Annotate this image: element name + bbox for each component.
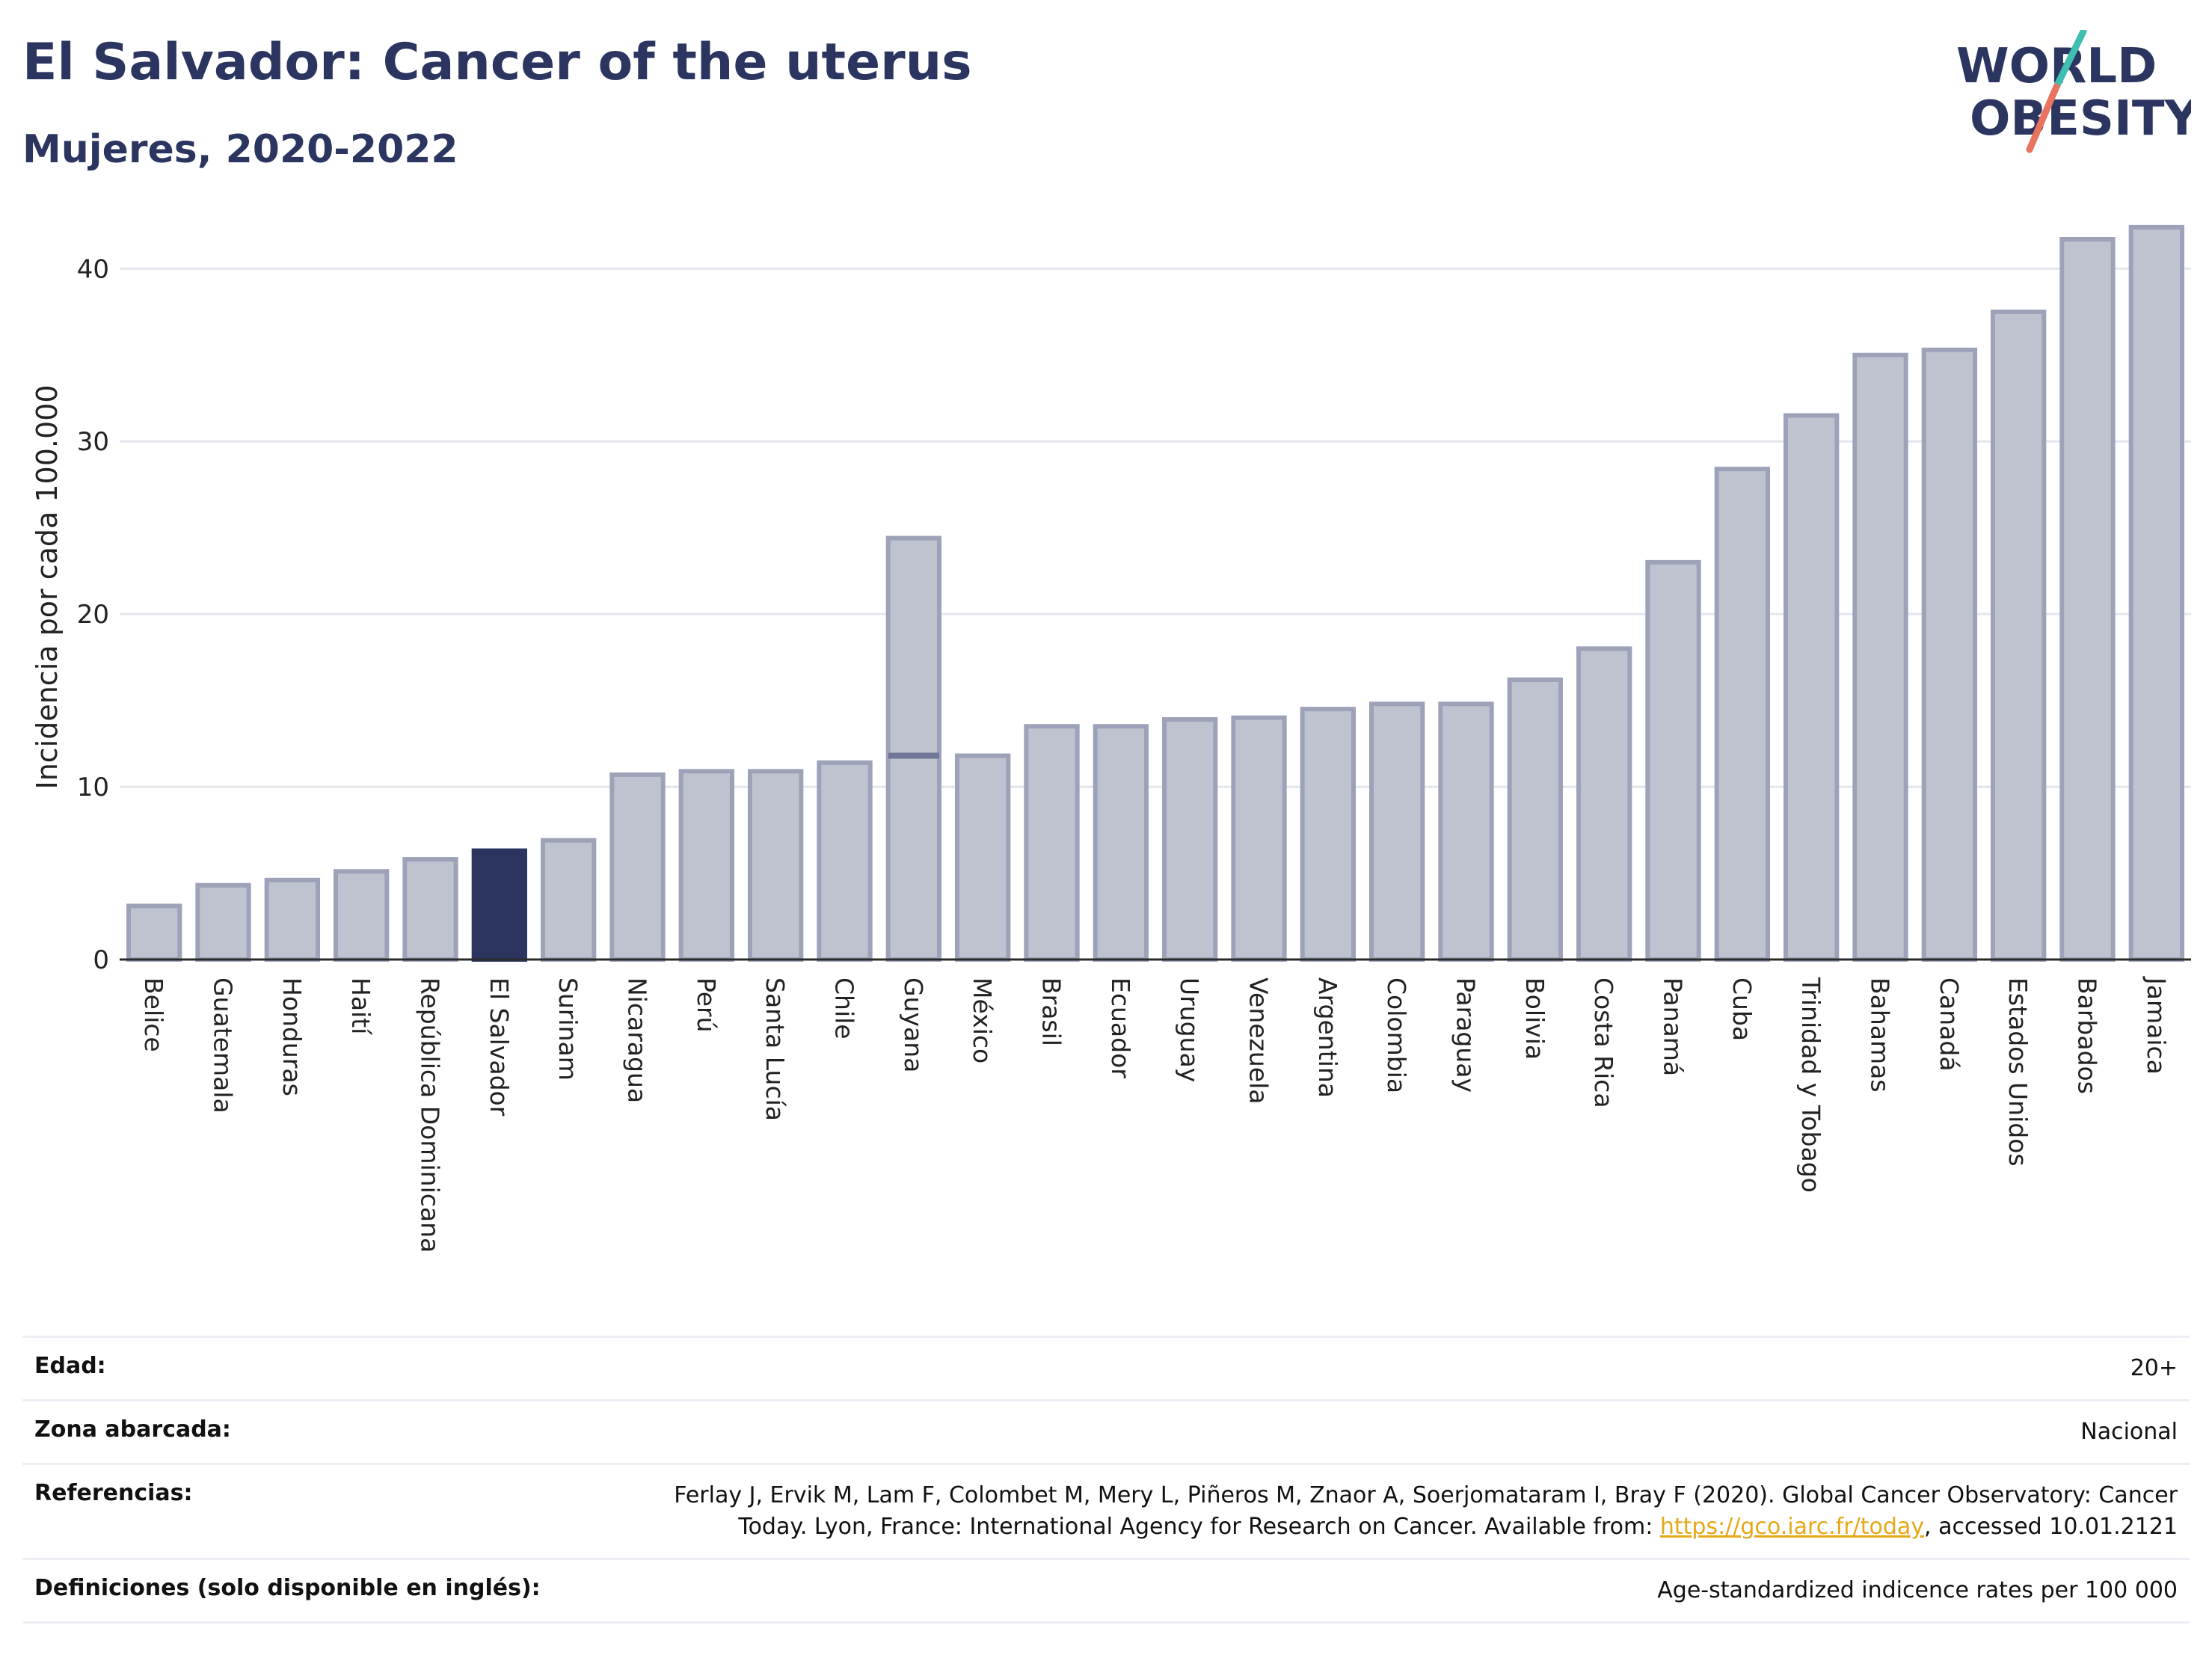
x-tick-label: Brasil [1037,977,1066,1046]
meta-key: Zona abarcada: [34,1416,231,1443]
grid-lines [120,267,2191,788]
x-tick-label: Surinam [553,977,583,1081]
x-tick-label: Belice [139,977,168,1052]
x-tick-label: Cuba [1727,977,1757,1041]
world-obesity-logo: WORLD OBESITY [1956,30,2191,153]
x-tick-label: Uruguay [1175,977,1204,1082]
bar-belice[interactable] [126,903,182,962]
x-tick-label: El Salvador [485,977,514,1117]
bar-jamaica[interactable] [2128,224,2184,962]
bar-méxico[interactable] [955,753,1011,962]
bar-colombia[interactable] [1369,701,1425,962]
x-tick-label: Perú [692,977,721,1033]
bar-canadá[interactable] [1921,347,1977,962]
y-tick-label: 30 [77,427,109,457]
bar-ecuador[interactable] [1093,724,1149,962]
bar-república-dominicana[interactable] [402,857,458,962]
reference-text: Ferlay J, Ervik M, Lam F, Colombet M, Me… [674,1482,2178,1540]
bars [126,224,2184,962]
bar-brasil[interactable] [1024,724,1080,962]
bar-santa-lucía[interactable] [748,769,804,962]
y-axis-title: Incidencia por cada 100.000 [31,384,64,789]
bar-trinidad-y-tobago[interactable] [1784,413,1840,962]
reference-link[interactable]: https://gco.iarc.fr/today [1659,1514,1925,1540]
y-tick-label: 20 [77,600,109,630]
x-tick-label: Bahamas [1866,977,1895,1093]
logo-slash-teal [2053,30,2087,90]
bar-perú[interactable] [678,769,734,962]
meta-value: Age-standardized indicence rates per 100… [1657,1577,2178,1603]
bar-nicaragua[interactable] [609,772,666,962]
meta-key: Referencias: [34,1480,193,1506]
x-tick-label: Trinidad y Tobago [1796,977,1825,1193]
x-tick-label: Honduras [277,977,307,1096]
bar-bolivia[interactable] [1507,677,1563,962]
x-tick-label: Panamá [1659,977,1688,1076]
bar-el-salvador[interactable] [471,848,527,962]
meta-key: Definiciones (solo disponible en inglés)… [34,1575,541,1601]
x-tick-label: Paraguay [1451,977,1481,1093]
bar-haití[interactable] [334,869,390,962]
bar-estados-unidos[interactable] [1991,310,2047,962]
metadata-table: Edad: 20+ Zona abarcada: Nacional Refere… [22,1336,2190,1624]
reference-suffix: , accessed 10.01.2121 [1924,1514,2178,1540]
x-tick-label: Chile [830,977,859,1040]
meta-row-age: Edad: 20+ [22,1336,2190,1399]
x-tick-label: Canadá [1935,977,1964,1072]
meta-value: Nacional [2080,1419,2178,1445]
meta-row-zone: Zona abarcada: Nacional [22,1399,2190,1463]
bar-chile[interactable] [817,760,873,962]
bar-argentina[interactable] [1300,707,1356,962]
meta-value: Ferlay J, Ervik M, Lam F, Colombet M, Me… [607,1480,2178,1543]
axes: 0 10 20 30 40 [77,254,2191,975]
meta-value: 20+ [2130,1355,2178,1381]
x-tick-label: Costa Rica [1589,977,1618,1108]
x-tick-label: Barbados [2073,977,2102,1094]
bar-venezuela[interactable] [1231,715,1287,962]
meta-row-definitions: Definiciones (solo disponible en inglés)… [22,1558,2190,1624]
x-tick-label: Colombia [1382,977,1411,1093]
bar-paraguay[interactable] [1438,701,1494,962]
logo-slash-coral [2026,83,2060,153]
bar-barbados[interactable] [2059,237,2116,962]
chart-subtitle: Mujeres, 2020-2022 [22,127,458,172]
bar-cuba[interactable] [1714,467,1770,962]
category-labels: Belice Guatemala Honduras Haití República Do… [139,976,2171,1253]
bar-chart: 0 10 20 30 40 Belice Guatemala Honduras Haití Re… [31,224,2191,1253]
bar-surinam[interactable] [541,838,597,962]
x-tick-label: Bolivia [1520,977,1549,1060]
x-tick-label: Venezuela [1244,977,1274,1104]
x-tick-label: Guyana [899,977,928,1072]
x-tick-label: Nicaragua [623,977,652,1103]
x-tick-label: Jamaica [2142,976,2171,1075]
y-tick-label: 10 [77,773,109,802]
x-tick-label: Ecuador [1106,977,1135,1078]
bar-guyana[interactable] [885,535,941,962]
y-tick-label: 0 [93,945,109,975]
bar-bahamas[interactable] [1852,352,1908,962]
x-tick-label: Estados Unidos [2003,977,2033,1167]
bar-honduras[interactable] [264,877,320,962]
x-tick-label: Argentina [1313,977,1342,1098]
x-tick-label: México [968,977,997,1063]
x-tick-label: Haití [346,977,375,1036]
bar-panamá[interactable] [1645,559,1701,962]
bar-uruguay[interactable] [1162,717,1218,962]
chart-title: El Salvador: Cancer of the uterus [22,33,972,92]
x-tick-label: República Dominicana [416,977,445,1253]
x-tick-label: Santa Lucía [761,977,790,1121]
x-tick-label: Guatemala [209,977,238,1114]
y-tick-label: 40 [77,254,109,284]
bar-guatemala[interactable] [195,882,251,962]
meta-key: Edad: [34,1353,106,1379]
bar-costa-rica[interactable] [1576,646,1632,962]
meta-row-references: Referencias: Ferlay J, Ervik M, Lam F, C… [22,1463,2190,1558]
logo-line2: OBESITY [1970,91,2191,147]
